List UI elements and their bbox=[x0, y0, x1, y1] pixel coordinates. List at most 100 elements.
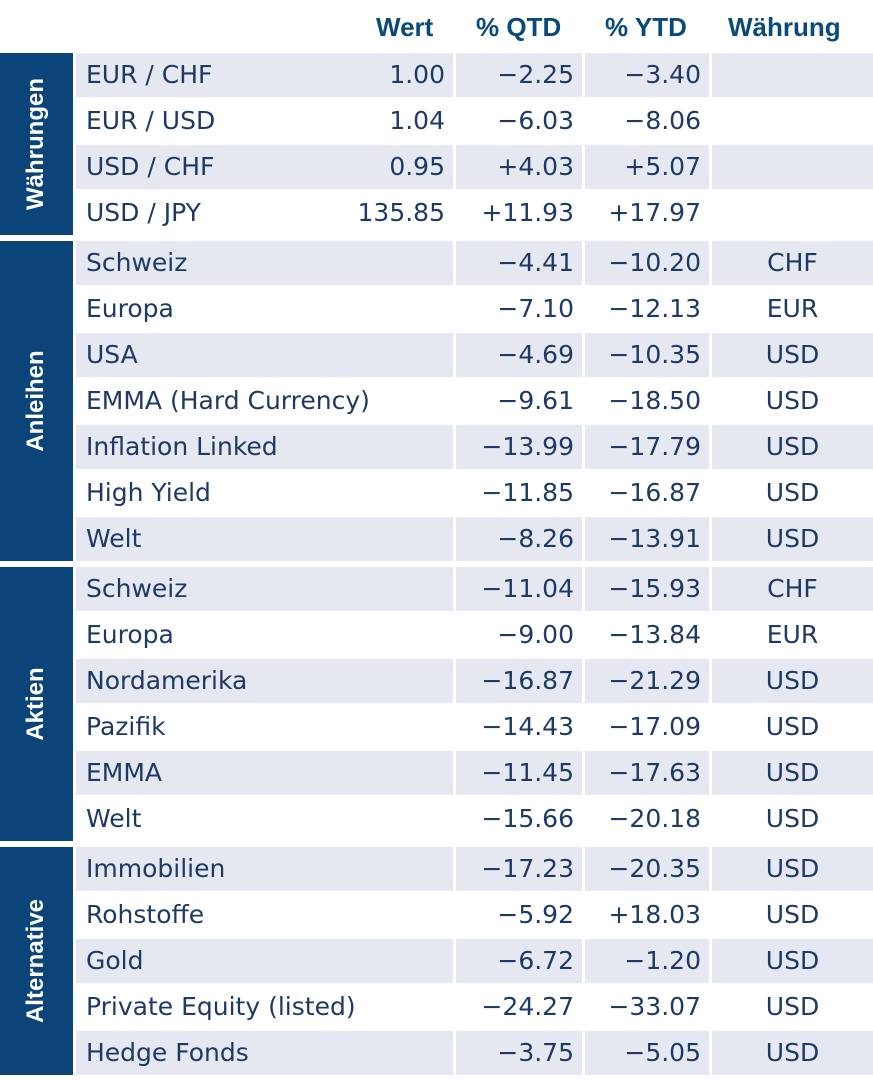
group-währungen: Währungen EUR / CHF 1.00 −2.25 −3.40 EUR / US… bbox=[0, 53, 873, 235]
row-ytd: −20.18 bbox=[608, 804, 701, 833]
row-wert bbox=[76, 705, 453, 749]
row-currency bbox=[712, 191, 873, 235]
row-wert bbox=[76, 893, 453, 937]
row-ytd: −13.91 bbox=[585, 517, 709, 561]
table-row: Immobilien −17.23 −20.35 USD bbox=[0, 847, 873, 893]
row-wert bbox=[76, 847, 453, 891]
row-name: EUR / USD bbox=[86, 106, 216, 135]
row-name: Rohstoffe bbox=[86, 900, 205, 929]
row-ytd: −3.40 bbox=[585, 53, 709, 97]
row-currency: USD bbox=[765, 992, 820, 1021]
row-name: Schweiz bbox=[76, 241, 453, 285]
header-ytd: % YTD bbox=[605, 12, 687, 42]
row-qtd: −9.00 bbox=[497, 620, 574, 649]
row-qtd: −6.72 bbox=[456, 939, 582, 983]
row-ytd: −20.35 bbox=[585, 847, 709, 891]
row-currency: USD bbox=[712, 751, 873, 795]
table-row: High Yield −11.85 −16.87 USD bbox=[0, 471, 873, 517]
row-currency: USD bbox=[712, 333, 873, 377]
row-qtd: −4.41 bbox=[456, 241, 582, 285]
row-qtd: −6.03 bbox=[497, 106, 574, 135]
table-row: EUR / USD 1.04 −6.03 −8.06 bbox=[0, 99, 873, 145]
row-name: Pazifik bbox=[86, 712, 166, 741]
table-row: Schweiz −4.41 −10.20 CHF bbox=[0, 241, 873, 287]
table-row: Inflation Linked −13.99 −17.79 USD bbox=[0, 425, 873, 471]
row-currency: CHF bbox=[712, 241, 873, 285]
row-currency: USD bbox=[712, 425, 873, 469]
row-currency: USD bbox=[765, 712, 820, 741]
row-qtd: +11.93 bbox=[481, 198, 574, 227]
row-currency: EUR bbox=[766, 294, 819, 323]
row-qtd: −17.23 bbox=[456, 847, 582, 891]
row-currency: USD bbox=[712, 659, 873, 703]
row-wert bbox=[76, 241, 453, 285]
row-ytd: −1.20 bbox=[585, 939, 709, 983]
row-qtd: −4.69 bbox=[456, 333, 582, 377]
row-qtd: −24.27 bbox=[481, 992, 574, 1021]
table-row: USD / JPY 135.85 +11.93 +17.97 bbox=[0, 191, 873, 237]
table-row: Welt −8.26 −13.91 USD bbox=[0, 517, 873, 563]
row-currency: USD bbox=[765, 900, 820, 929]
row-qtd: −3.75 bbox=[456, 1031, 582, 1075]
row-qtd: −15.66 bbox=[481, 804, 574, 833]
row-name: Europa bbox=[86, 294, 174, 323]
row-name: EMMA bbox=[76, 751, 453, 795]
row-name: Welt bbox=[76, 517, 453, 561]
row-name: USA bbox=[76, 333, 453, 377]
table-row: EUR / CHF 1.00 −2.25 −3.40 bbox=[0, 53, 873, 99]
group-anleihen: Anleihen Schweiz −4.41 −10.20 CHF Europa −7.10… bbox=[0, 241, 873, 561]
row-ytd: −17.09 bbox=[608, 712, 701, 741]
table-row: EMMA (Hard Currency) −9.61 −18.50 USD bbox=[0, 379, 873, 425]
row-qtd: −11.45 bbox=[456, 751, 582, 795]
row-ytd: −33.07 bbox=[608, 992, 701, 1021]
table-row: Europa −7.10 −12.13 EUR bbox=[0, 287, 873, 333]
row-qtd: −11.04 bbox=[456, 567, 582, 611]
row-wert bbox=[76, 471, 453, 515]
group-aktien: Aktien Schweiz −11.04 −15.93 CHF Europa −9.00−… bbox=[0, 567, 873, 841]
row-qtd: −8.26 bbox=[456, 517, 582, 561]
row-ytd: −12.13 bbox=[608, 294, 701, 323]
row-ytd: −8.06 bbox=[624, 106, 701, 135]
row-ytd: −13.84 bbox=[608, 620, 701, 649]
group-alternative: Alternative Immobilien −17.23 −20.35 USD Rohs… bbox=[0, 847, 873, 1075]
group-side-band: Aktien bbox=[0, 567, 73, 841]
row-qtd: −16.87 bbox=[456, 659, 582, 703]
row-currency bbox=[712, 53, 873, 97]
row-ytd: −16.87 bbox=[608, 478, 701, 507]
row-name: EUR / CHF bbox=[76, 53, 453, 97]
header-wert: Wert bbox=[376, 12, 434, 42]
row-ytd: −17.63 bbox=[585, 751, 709, 795]
row-wert bbox=[76, 517, 453, 561]
row-name: Immobilien bbox=[76, 847, 453, 891]
row-name: EMMA (Hard Currency) bbox=[86, 386, 370, 415]
row-name: Nordamerika bbox=[76, 659, 453, 703]
header-currency: Währung bbox=[728, 12, 841, 42]
row-currency: USD bbox=[765, 478, 820, 507]
group-side-band: Währungen bbox=[0, 53, 73, 235]
row-wert bbox=[76, 1031, 453, 1075]
row-ytd: −21.29 bbox=[585, 659, 709, 703]
table-row: Hedge Fonds −3.75 −5.05 USD bbox=[0, 1031, 873, 1077]
row-currency: USD bbox=[765, 804, 820, 833]
row-wert bbox=[76, 425, 453, 469]
table-row: USD / CHF 0.95 +4.03 +5.07 bbox=[0, 145, 873, 191]
row-ytd: −17.79 bbox=[585, 425, 709, 469]
table-row: EMMA −11.45 −17.63 USD bbox=[0, 751, 873, 797]
group-side-band: Alternative bbox=[0, 847, 73, 1075]
row-ytd: −10.20 bbox=[585, 241, 709, 285]
row-name: Welt bbox=[86, 804, 142, 833]
row-wert: 0.95 bbox=[389, 152, 445, 181]
row-qtd: −14.43 bbox=[481, 712, 574, 741]
table-row: Welt −15.66 −20.18 USD bbox=[0, 797, 873, 843]
table-row: Gold −6.72 −1.20 USD bbox=[0, 939, 873, 985]
row-wert bbox=[76, 613, 453, 657]
row-ytd: −18.50 bbox=[608, 386, 701, 415]
row-currency: USD bbox=[712, 517, 873, 561]
row-wert bbox=[76, 985, 453, 1029]
row-wert: 1.04 bbox=[389, 106, 445, 135]
row-ytd: −10.35 bbox=[585, 333, 709, 377]
table-row: Schweiz −11.04 −15.93 CHF bbox=[0, 567, 873, 613]
row-name: High Yield bbox=[86, 478, 211, 507]
row-name: Private Equity (listed) bbox=[86, 992, 356, 1021]
table-row: Private Equity (listed) −24.27 −33.07 USD bbox=[0, 985, 873, 1031]
